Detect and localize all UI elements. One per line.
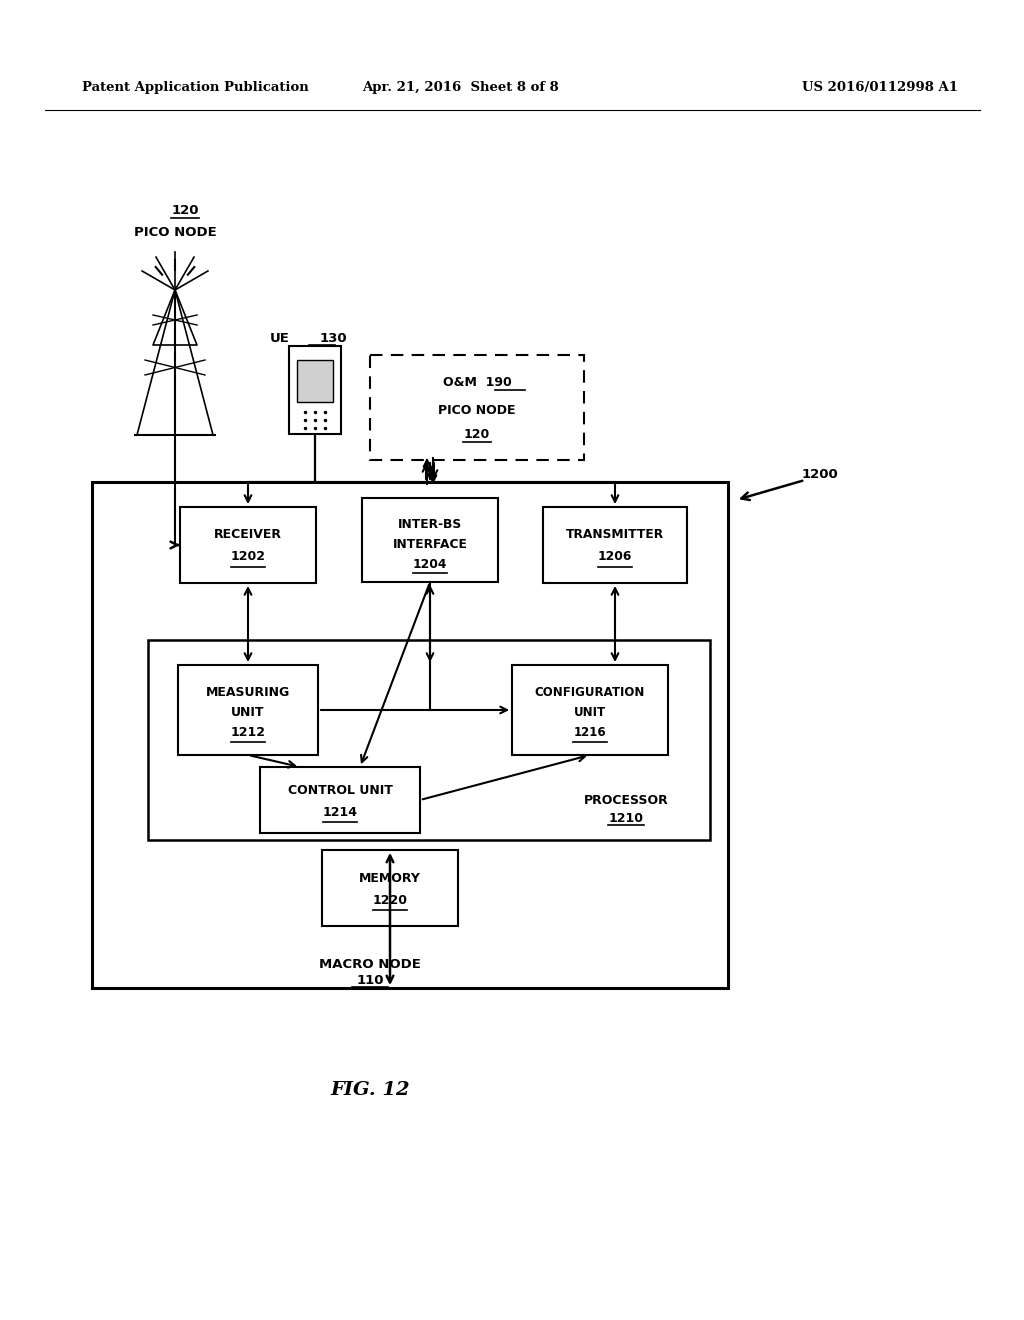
Text: RECEIVER: RECEIVER <box>214 528 282 541</box>
Bar <box>260 767 420 833</box>
Text: 1214: 1214 <box>323 805 357 818</box>
Text: MACRO NODE: MACRO NODE <box>319 958 421 972</box>
Text: PICO NODE: PICO NODE <box>133 226 216 239</box>
Bar <box>322 850 458 927</box>
Bar <box>543 507 687 583</box>
Text: UE: UE <box>270 331 290 345</box>
Bar <box>180 507 316 583</box>
Text: 110: 110 <box>356 974 384 986</box>
Text: INTER-BS: INTER-BS <box>398 517 462 531</box>
Bar <box>148 640 710 840</box>
Text: 1212: 1212 <box>230 726 265 738</box>
Text: 1206: 1206 <box>598 550 632 564</box>
Text: 1210: 1210 <box>608 812 643 825</box>
Text: 1216: 1216 <box>573 726 606 738</box>
Text: FIG. 12: FIG. 12 <box>330 1081 410 1100</box>
Text: INTERFACE: INTERFACE <box>392 537 467 550</box>
Text: Patent Application Publication: Patent Application Publication <box>82 82 309 95</box>
Text: 1204: 1204 <box>413 557 447 570</box>
Text: CONTROL UNIT: CONTROL UNIT <box>288 784 392 796</box>
Text: CONFIGURATION: CONFIGURATION <box>535 685 645 698</box>
Text: 1220: 1220 <box>373 894 408 907</box>
Text: MEMORY: MEMORY <box>359 871 421 884</box>
Bar <box>512 665 668 755</box>
Text: PROCESSOR: PROCESSOR <box>584 793 669 807</box>
Bar <box>178 665 318 755</box>
Text: 120: 120 <box>171 203 199 216</box>
Text: 120: 120 <box>464 429 490 441</box>
Text: 1202: 1202 <box>230 550 265 564</box>
Bar <box>92 482 728 987</box>
Bar <box>362 498 498 582</box>
Text: 1200: 1200 <box>802 469 839 482</box>
Text: MEASURING: MEASURING <box>206 685 290 698</box>
Text: UNIT: UNIT <box>573 705 606 718</box>
Text: PICO NODE: PICO NODE <box>438 404 516 417</box>
Bar <box>297 360 333 403</box>
Text: UNIT: UNIT <box>231 705 265 718</box>
Bar <box>370 355 584 459</box>
Text: 130: 130 <box>319 331 347 345</box>
Bar <box>289 346 341 434</box>
Text: O&M  190: O&M 190 <box>442 376 511 389</box>
Text: Apr. 21, 2016  Sheet 8 of 8: Apr. 21, 2016 Sheet 8 of 8 <box>361 82 558 95</box>
Text: TRANSMITTER: TRANSMITTER <box>566 528 664 541</box>
Text: US 2016/0112998 A1: US 2016/0112998 A1 <box>802 82 958 95</box>
